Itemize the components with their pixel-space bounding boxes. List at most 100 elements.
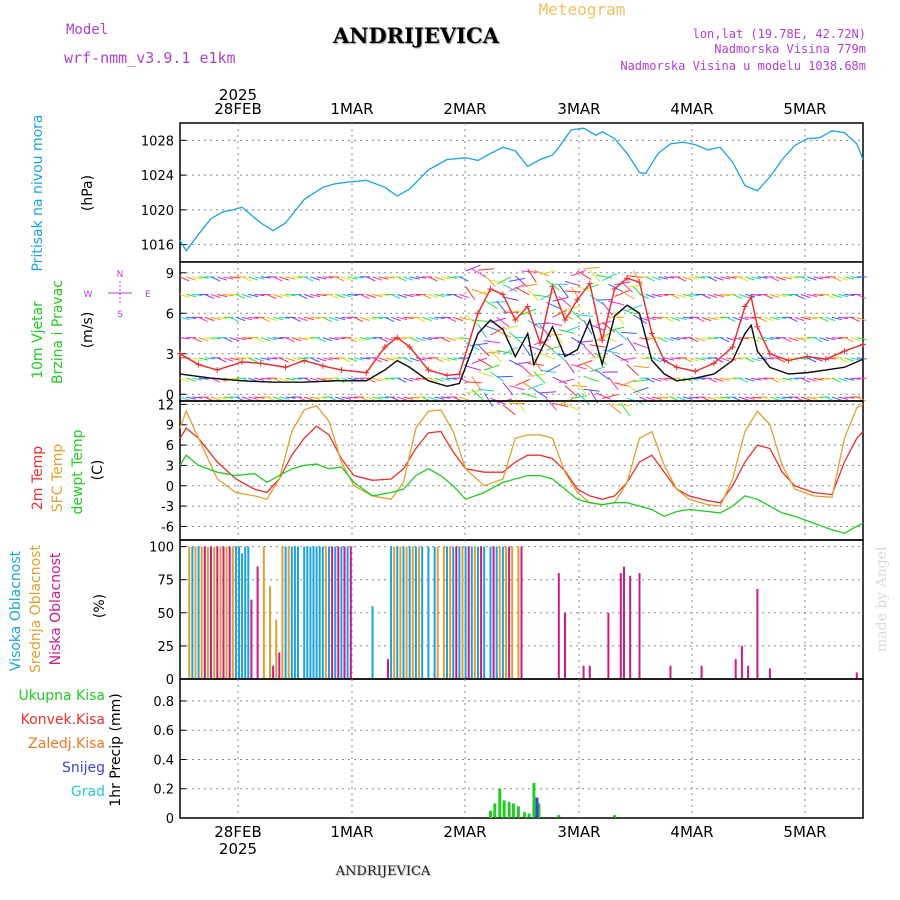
wind-barb: [347, 377, 358, 381]
y-tick-label: 0.2: [153, 783, 174, 798]
wind-barb: [397, 396, 407, 401]
wind-barb: [720, 396, 731, 399]
wind-barb: [254, 276, 265, 280]
wind-barb: [217, 316, 228, 319]
wind-barb: [533, 388, 548, 399]
wind-barb: [558, 378, 575, 383]
date-label-top: 28FEB: [214, 100, 261, 118]
wind-barb: [434, 276, 445, 281]
bar-high: [489, 546, 492, 679]
wind-barb: [422, 357, 433, 360]
wind-barb: [378, 337, 389, 343]
wind-barb: [769, 396, 780, 401]
wind-barb: [179, 377, 190, 383]
wind-barb: [465, 365, 482, 371]
wind-barb: [490, 301, 507, 303]
bar-mid: [511, 546, 514, 679]
wind-barb: [850, 357, 861, 361]
series-sfc: [179, 403, 864, 507]
wind-barb: [459, 337, 470, 340]
bar-low: [619, 573, 622, 679]
bar-mid: [194, 546, 197, 679]
wind-barb: [670, 293, 680, 300]
wind-barb: [583, 362, 598, 373]
y-tick-label: 0: [166, 673, 174, 688]
wind-barb: [720, 377, 731, 381]
bar-low: [756, 589, 759, 679]
wind-barb: [229, 337, 240, 342]
wind-barb: [645, 377, 655, 383]
wind-barb: [316, 377, 327, 381]
bar-low: [768, 668, 771, 679]
wind-barb: [720, 293, 731, 297]
wind-barb: [670, 357, 681, 360]
wind-barb: [204, 316, 215, 322]
bar-total: [523, 812, 527, 818]
wind-barb: [794, 337, 805, 341]
wind-barb: [577, 314, 594, 317]
wind-barb: [254, 337, 264, 343]
wind-barb: [515, 361, 532, 365]
y-tick-label: 1016: [141, 239, 174, 254]
wind-barb: [428, 276, 438, 282]
date-label-top: 3MAR: [557, 100, 600, 118]
wind-barb: [452, 293, 463, 300]
wind-barb: [769, 337, 780, 340]
precip-legend-item: Ukupna Kisa: [18, 688, 105, 704]
y-tick-label: 0: [166, 812, 174, 827]
wind-barb: [577, 392, 590, 405]
wind-barb: [701, 337, 712, 341]
wind-barb: [204, 337, 215, 341]
precip-legend-item: Konvek.Kisa: [21, 712, 105, 728]
temp-ylabel-2: SFC Temp: [50, 444, 66, 513]
cloud-ylabel-3: Niska Oblacnost: [48, 552, 64, 665]
wind-barb: [514, 275, 528, 288]
wind-barb: [285, 377, 296, 381]
precip-legend-item: Grad: [71, 784, 105, 800]
wind-barb: [279, 377, 289, 382]
wind-barb: [707, 377, 718, 383]
wind-barb: [676, 276, 687, 282]
wind-barb: [707, 293, 718, 299]
wind-barb: [552, 376, 568, 385]
wind-barb: [806, 377, 817, 382]
bar-high: [477, 546, 479, 679]
wind-barb: [353, 337, 364, 342]
wind-barb: [782, 396, 793, 399]
wind-barb: [546, 321, 563, 326]
wind-barb: [453, 316, 463, 322]
wind-barb: [483, 299, 498, 310]
y-tick-label: 9: [166, 419, 174, 434]
wind-barb: [446, 316, 457, 323]
wind-barb: [626, 337, 637, 352]
wind-barb: [608, 376, 619, 391]
bar-mid: [393, 546, 396, 679]
bar-mid: [262, 546, 265, 679]
wind-barb: [856, 357, 867, 360]
wind-barb: [477, 289, 494, 296]
wind-barb: [633, 314, 647, 325]
bar-mid: [418, 546, 421, 679]
bar-total: [493, 803, 497, 818]
wind-barb: [744, 377, 755, 382]
wind-barb: [558, 311, 574, 320]
wind-barb: [825, 293, 836, 300]
wind-barb: [341, 357, 351, 363]
wind-barb: [322, 337, 333, 342]
wind-barb: [844, 396, 855, 399]
wind-barb: [235, 316, 246, 322]
temperature-panel: -6 -3 0 3 6 9 12: [157, 398, 864, 541]
wind-barb: [316, 396, 327, 399]
wind-barb: [521, 342, 531, 357]
wind-barb: [720, 276, 731, 280]
bar-high: [241, 553, 244, 679]
y-tick-label: -3: [161, 500, 174, 515]
bar-high: [238, 546, 240, 679]
wind-barb: [806, 396, 818, 400]
wind-barb: [651, 293, 662, 298]
bar-low: [272, 665, 275, 679]
wind-barb: [390, 293, 401, 300]
wind-barb: [459, 293, 470, 299]
wind-barb: [571, 269, 587, 277]
bar-low: [256, 566, 259, 679]
